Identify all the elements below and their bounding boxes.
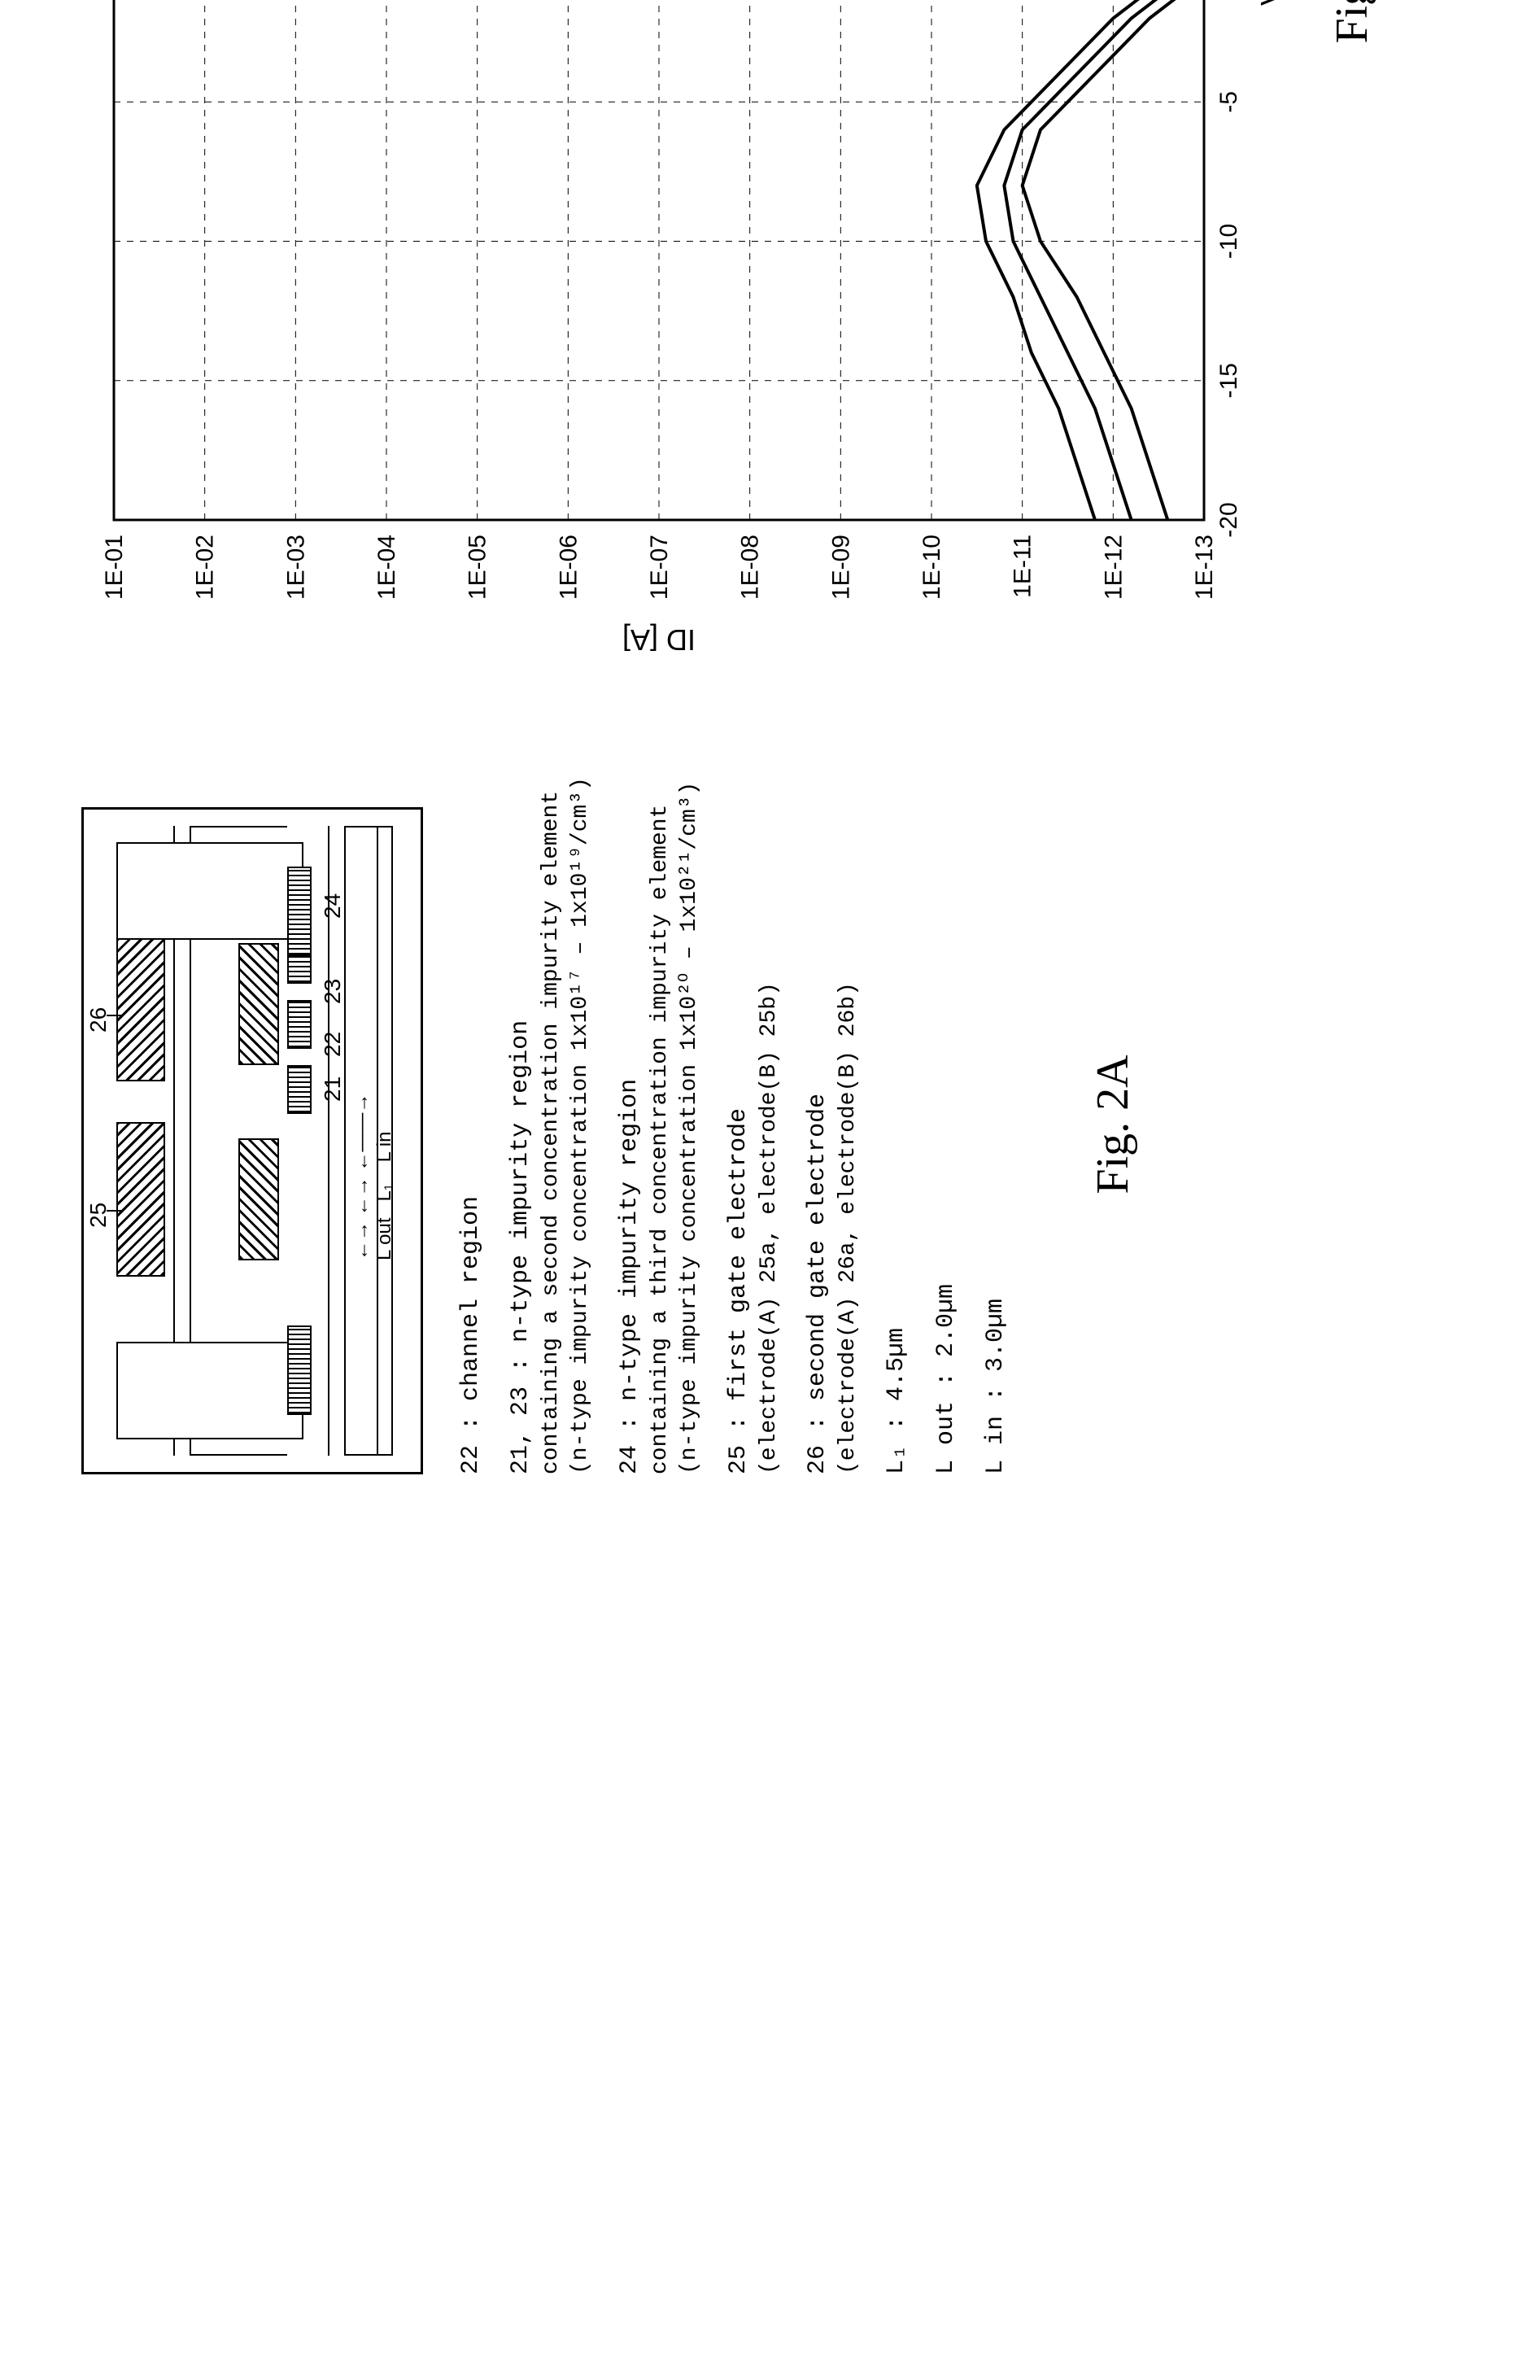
- callout-24: 24: [320, 893, 346, 919]
- fig2b-label: Fig. 2B: [1326, 0, 1378, 44]
- legend-entry: L in : 3.0µm: [980, 775, 1012, 1474]
- svg-text:VG [V]: VG [V]: [1254, 0, 1288, 7]
- svg-text:1E-03: 1E-03: [282, 535, 309, 600]
- fig2a-diagram: 25 26 21 22 23 24 ←→ ←→ ←——→ L out L₁ L …: [81, 807, 423, 1474]
- fig2b-chart: 1E-01 1E-02 1E-03 1E-04 1E-05 1E-06 1E-07 1E-08…: [81, 0, 1302, 667]
- svg-text:1E-12: 1E-12: [1100, 535, 1127, 600]
- svg-text:1E-09: 1E-09: [827, 535, 854, 600]
- legend-entry: 24 : n-type impurity regioncontaining a …: [614, 775, 705, 1474]
- svg-text:1E-01: 1E-01: [101, 535, 128, 600]
- svg-text:1E-11: 1E-11: [1010, 535, 1036, 599]
- legend-entry: 25 : first gate electrode(electrode(A) 2…: [723, 775, 784, 1474]
- legend-entry: L out : 2.0µm: [931, 775, 962, 1474]
- svg-text:1E-04: 1E-04: [373, 535, 400, 600]
- svg-text:1E-07: 1E-07: [646, 535, 673, 600]
- legend-entry: 26 : second gate electrode(electrode(A) …: [802, 775, 863, 1474]
- svg-text:1E-10: 1E-10: [918, 535, 945, 600]
- legend-entry: 22 : channel region: [456, 775, 487, 1474]
- callout-22: 22: [320, 1032, 346, 1057]
- callout-21: 21: [320, 1076, 346, 1102]
- svg-text:1E-08: 1E-08: [737, 535, 764, 600]
- callout-23: 23: [320, 979, 346, 1004]
- svg-text:-15: -15: [1215, 364, 1242, 399]
- svg-text:-5: -5: [1215, 91, 1242, 113]
- legend-entry: 21, 23 : n-type impurity regioncontainin…: [505, 775, 596, 1474]
- callout-26: 26: [85, 1007, 111, 1033]
- callout-25: 25: [85, 1203, 111, 1228]
- dim-labels: ←→ ←→ ←——→ L out L₁ L in: [351, 1094, 396, 1260]
- svg-text:-20: -20: [1215, 503, 1242, 538]
- svg-text:1E-05: 1E-05: [465, 535, 491, 600]
- svg-text:-10: -10: [1215, 224, 1242, 259]
- fig2a-legend: 22 : channel region 21, 23 : n-type impur…: [456, 775, 1030, 1474]
- svg-text:1E-02: 1E-02: [192, 535, 219, 600]
- legend-entry: L₁ : 4.5µm: [881, 775, 913, 1474]
- svg-text:ID [A]: ID [A]: [622, 624, 696, 657]
- svg-text:1E-06: 1E-06: [555, 535, 582, 600]
- fig2a-label: Fig. 2A: [1087, 775, 1139, 1474]
- svg-text:1E-13: 1E-13: [1191, 535, 1218, 600]
